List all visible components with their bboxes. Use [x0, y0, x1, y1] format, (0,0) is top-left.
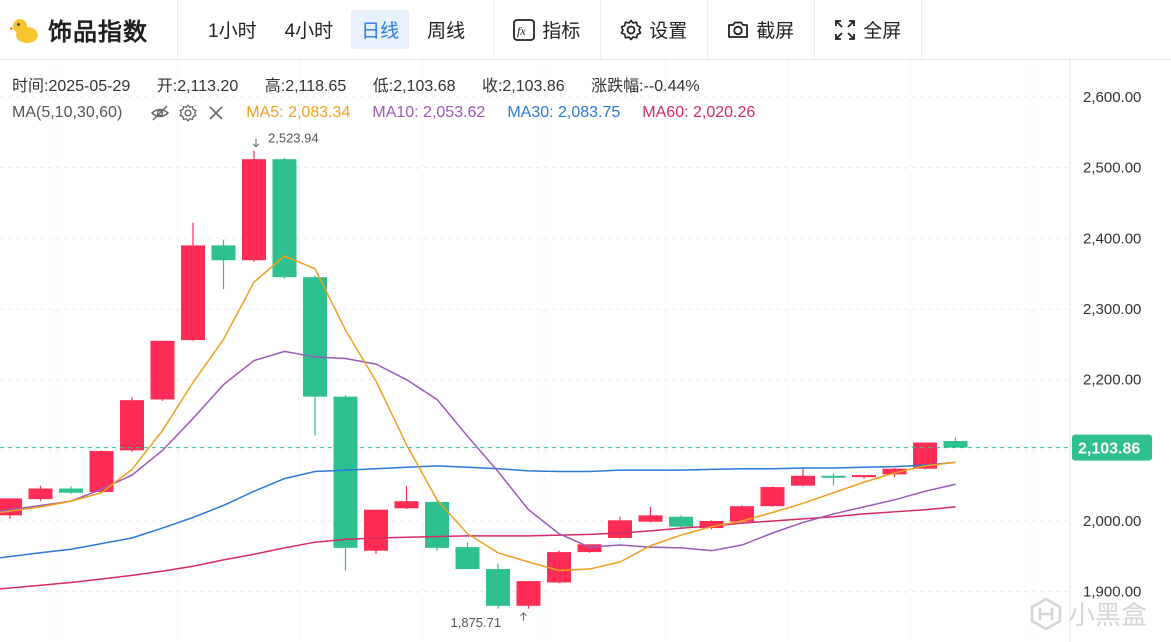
low-marker-label: 1,875.71: [451, 615, 502, 630]
screenshot-label: 截屏: [756, 21, 795, 42]
candle-body: [333, 396, 358, 548]
time-info: 时间:2025-05-29: [12, 78, 131, 95]
settings-label: 设置: [649, 21, 688, 42]
screenshot-button[interactable]: 截屏: [708, 0, 816, 60]
page-title: 饰品指数: [48, 19, 148, 46]
interval-daily[interactable]: 日线: [351, 10, 410, 49]
candle-body: [242, 159, 266, 261]
candle-body: [272, 159, 297, 278]
ma30-line: [0, 461, 956, 559]
chart-grid: [0, 60, 1071, 642]
interval-weekly[interactable]: 周线: [427, 21, 466, 42]
camera-icon: [728, 21, 749, 38]
open-info: 开:2,113.20: [156, 78, 239, 95]
ma-title: MA(5,10,30,60): [12, 104, 123, 121]
candle-body: [120, 400, 144, 451]
ma5-line: [0, 255, 956, 572]
high-marker-label: 2,523.94: [268, 131, 319, 146]
ma5-value: MA5: 2,083.34: [246, 104, 351, 121]
y-tick-label: 1,900.00: [1083, 584, 1141, 601]
ma10-line: [0, 350, 956, 552]
candle-body: [547, 552, 571, 583]
candle-body: [638, 515, 663, 522]
candle-body: [364, 509, 388, 551]
candle-body: [730, 506, 754, 522]
close-info: 收:2,103.86: [481, 78, 565, 95]
duck-logo-icon: [10, 18, 38, 43]
y-tick-label: 2,000.00: [1083, 513, 1141, 530]
candle-body: [486, 569, 510, 606]
fx-icon: fx: [513, 18, 536, 41]
ohlc-info: 时间:2025-05-29 开:2,113.20 高:2,118.65 低:2,…: [12, 72, 722, 96]
ma30-value: MA30: 2,083.75: [507, 104, 621, 121]
indicator-label: 指标: [542, 21, 581, 42]
candle-body: [882, 468, 907, 475]
candle-body: [516, 581, 541, 606]
fullscreen-label: 全屏: [863, 21, 902, 42]
candle-body: [181, 245, 205, 341]
y-tick-label: 2,300.00: [1083, 301, 1141, 318]
indicator-button[interactable]: fx 指标: [494, 0, 602, 60]
candle-body: [577, 544, 602, 553]
candle-body: [821, 475, 846, 478]
high-info: 高:2,118.65: [264, 78, 347, 95]
y-tick-label: 2,400.00: [1083, 230, 1141, 247]
candle-body: [760, 487, 785, 507]
candle-body: [28, 488, 53, 500]
candle-body: [150, 340, 175, 400]
candle-body: [943, 441, 968, 448]
candle-body: [455, 547, 480, 570]
ma-legend: MA(5,10,30,60) MA5: 2,083.34 MA10: 2,053…: [12, 103, 777, 123]
last-price-tag: [1072, 434, 1152, 461]
gear-icon[interactable]: [178, 103, 198, 123]
ma10-value: MA10: 2,053.62: [372, 104, 486, 121]
last-price-label: 2,103.86: [1078, 441, 1140, 458]
price-axis: 1,900.002,000.002,100.002,200.002,300.00…: [1083, 89, 1141, 601]
candle-body: [791, 475, 815, 486]
toolbar: 饰品指数 1小时 4小时 日线 周线 fx 指标 设置 截屏 全屏: [0, 0, 1171, 60]
interval-1h[interactable]: 1小时: [208, 21, 257, 42]
settings-button[interactable]: 设置: [601, 0, 709, 60]
high-marker-arrow: [252, 138, 260, 148]
fullscreen-button[interactable]: 全屏: [815, 0, 923, 60]
candle-body: [852, 475, 876, 478]
ma60-value: MA60: 2,020.26: [642, 104, 756, 121]
brand: 饰品指数: [0, 0, 178, 60]
y-tick-label: 2,600.00: [1083, 89, 1141, 106]
candle-body: [669, 516, 693, 527]
y-tick-label: 2,500.00: [1083, 160, 1141, 177]
candle-body: [303, 277, 327, 397]
candle-body: [608, 520, 632, 538]
interval-group: 1小时 4小时 日线 周线: [178, 0, 495, 60]
extreme-markers: 2,523.94 1,875.71: [252, 131, 527, 630]
svg-text:fx: fx: [517, 24, 526, 38]
candle-body: [211, 245, 236, 261]
fullscreen-icon: [835, 19, 856, 40]
candle-body: [394, 501, 419, 509]
low-info: 低:2,103.68: [372, 78, 456, 95]
gear-icon: [620, 19, 642, 40]
y-tick-label: 2,200.00: [1083, 372, 1141, 389]
ma60-line: [0, 506, 956, 590]
watermark: 小黑盒: [1029, 595, 1147, 632]
ma-lines: [0, 255, 956, 590]
last-price-line: 2,103.86: [0, 434, 1152, 461]
candle-body: [699, 521, 724, 529]
change-info: 涨跌幅:--0.44%: [591, 78, 700, 95]
candle-series: [0, 150, 968, 609]
candlestick-chart[interactable]: 1,900.002,000.002,100.002,200.002,300.00…: [0, 60, 1171, 642]
low-marker-arrow: [520, 612, 527, 621]
eye-off-icon[interactable]: [150, 103, 170, 123]
candle-body: [59, 488, 83, 493]
heybox-logo-icon: [1030, 597, 1062, 630]
interval-4h[interactable]: 4小时: [284, 21, 334, 42]
close-icon[interactable]: [206, 103, 226, 123]
watermark-text: 小黑盒: [1068, 600, 1147, 630]
